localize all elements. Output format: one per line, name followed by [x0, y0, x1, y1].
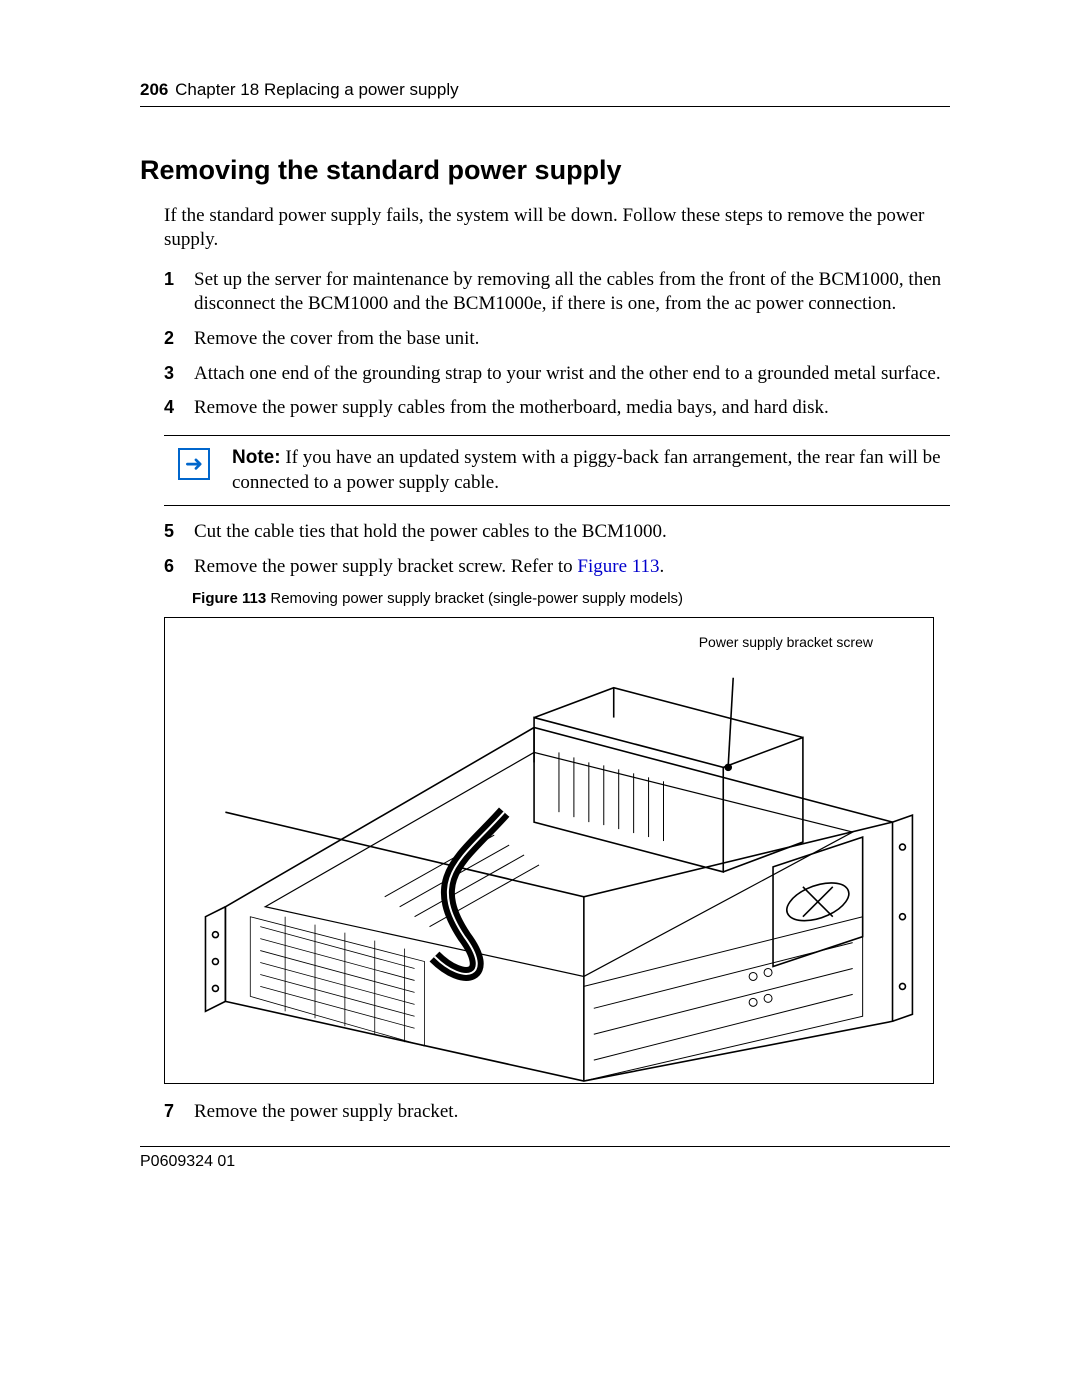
period: . [660, 556, 665, 577]
figure-caption-text: Removing power supply bracket (single-po… [266, 590, 683, 607]
step-text: Remove the power supply bracket screw. R… [194, 556, 577, 577]
note-text: Note: If you have an updated system with… [232, 446, 950, 495]
page-header: 206 Chapter 18 Replacing a power supply [140, 80, 950, 107]
note-body: If you have an updated system with a pig… [232, 447, 941, 493]
step-item: Remove the power supply bracket screw. R… [164, 555, 950, 580]
step-item: Remove the power supply cables from the … [164, 396, 950, 421]
arrow-right-icon: ➜ [178, 448, 210, 480]
figure-box: Power supply bracket screw [164, 617, 934, 1084]
step-item: Remove the power supply bracket. [164, 1100, 950, 1125]
step-item: Set up the server for maintenance by rem… [164, 268, 950, 317]
chapter-title: Chapter 18 Replacing a power supply [175, 80, 459, 99]
intro-paragraph: If the standard power supply fails, the … [164, 204, 950, 252]
figure-link[interactable]: Figure 113 [577, 556, 659, 577]
step-item: Attach one end of the grounding strap to… [164, 362, 950, 387]
doc-code: P0609324 01 [140, 1153, 235, 1170]
step-item: Cut the cable ties that hold the power c… [164, 520, 950, 545]
step-list-2: Cut the cable ties that hold the power c… [140, 520, 950, 579]
step-item: Remove the cover from the base unit. [164, 327, 950, 352]
figure-caption: Figure 113 Removing power supply bracket… [192, 590, 950, 607]
note-label: Note: [232, 447, 281, 468]
manual-page: 206 Chapter 18 Replacing a power supply … [0, 0, 1080, 1397]
chassis-diagram [165, 618, 933, 1083]
figure-callout: Power supply bracket screw [699, 634, 873, 650]
note-block: ➜ Note: If you have an updated system wi… [164, 435, 950, 506]
figure-number: Figure 113 [192, 590, 266, 607]
section-title: Removing the standard power supply [140, 155, 950, 186]
page-number: 206 [140, 80, 168, 99]
page-footer: P0609324 01 [140, 1146, 950, 1171]
step-list-1: Set up the server for maintenance by rem… [140, 268, 950, 421]
step-list-3: Remove the power supply bracket. [140, 1100, 950, 1125]
